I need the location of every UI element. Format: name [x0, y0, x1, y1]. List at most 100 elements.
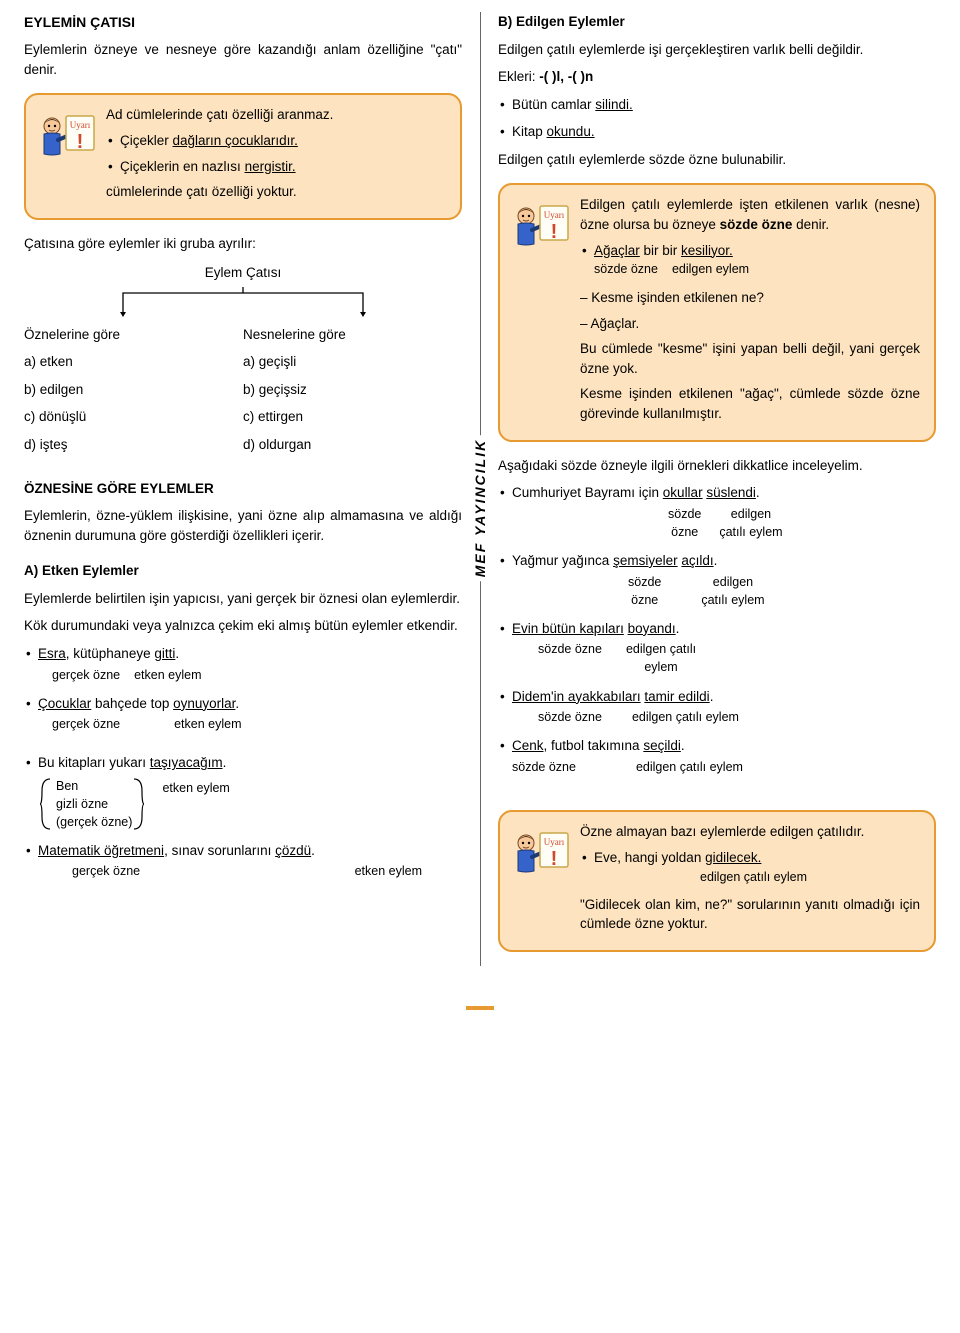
right-ex4-anno: sözde özne edilgen çatılı eylem — [498, 708, 936, 726]
brace-group: Ben gizli özne (gerçek özne) — [40, 777, 132, 831]
warning-box-3: Özne almayan bazı eylemlerde edilgen çat… — [498, 810, 936, 952]
warn2-q2: – Ağaçlar. — [580, 314, 920, 334]
colB-head: Nesnelerine göre — [243, 325, 462, 345]
publisher-watermark: MEF YAYINCILIK — [470, 435, 490, 581]
right-ex5-anno: sözde özne edilgen çatılı eylem — [498, 758, 936, 776]
anno-col: edilgen çatılı eylem — [626, 640, 696, 676]
colA-b: b) edilgen — [24, 380, 243, 400]
left-ex2-anno: gerçek özne etken eylem — [24, 715, 462, 733]
anno-label: sözde özne — [538, 640, 602, 676]
page: MEF YAYINCILIK EYLEMİN ÇATISI Eylemlerin… — [24, 12, 936, 966]
anno-label: etken eylem — [134, 666, 201, 684]
two-column-list: Öznelerine göre a) etken b) edilgen c) d… — [24, 325, 462, 463]
anno-label: sözde özne — [512, 758, 576, 776]
a-p2: Kök durumundaki veya yalnızca çekim eki … — [24, 616, 462, 636]
colA-a: a) etken — [24, 352, 243, 372]
tree-diagram: Eylem Çatısı — [24, 263, 462, 319]
anno-label: edilgen çatılı eylem — [632, 708, 739, 726]
left-ex1: Esra, kütüphaneye gitti. — [24, 644, 462, 664]
warn3-anno: edilgen çatılı eylem — [580, 867, 920, 887]
uyari-icon — [508, 193, 572, 257]
b-p2: Edilgen çatılı eylemlerde sözde özne bul… — [498, 150, 936, 170]
main-title: EYLEMİN ÇATISI — [24, 12, 462, 32]
warning-box-1: Ad cümlelerinde çatı özelliği aranmaz. Ç… — [24, 93, 462, 219]
anno-label: edilgen eylem — [672, 260, 749, 278]
anno-col: edilgen çatılı eylem — [719, 505, 782, 541]
tree-branches-icon — [93, 285, 393, 319]
right-ex4: Didem'in ayakkabıları tamir edildi. — [498, 687, 936, 707]
warn2-anno: sözde özne edilgen eylem — [580, 260, 920, 278]
left-ex1-anno: gerçek özne etken eylem — [24, 666, 462, 684]
left-ex4: Matematik öğretmeni, sınav sorunlarını ç… — [24, 841, 462, 861]
b-p1: Edilgen çatılı eylemlerde işi gerçekleşt… — [498, 40, 936, 60]
footer-accent-bar — [466, 1006, 494, 1010]
right-ex3-anno: sözde özne edilgen çatılı eylem — [498, 640, 936, 676]
warn2-p2: Bu cümlede "kesme" işini yapan belli değ… — [580, 339, 920, 378]
warn1-line2: Çiçekler dağların çocuklarıdır. — [106, 131, 446, 151]
warning-box-2: Edilgen çatılı eylemlerde işten etkilene… — [498, 183, 936, 441]
warn2-l1: Ağaçlar bir bir kesiliyor. — [580, 241, 920, 261]
intro-paragraph: Eylemlerin özneye ve nesneye göre kazand… — [24, 40, 462, 79]
anno-label: gerçek özne — [52, 715, 120, 733]
colB-a: a) geçişli — [243, 352, 462, 372]
brace-icon — [40, 777, 52, 831]
colB-d: d) oldurgan — [243, 435, 462, 455]
warn2-p1: Edilgen çatılı eylemlerde işten etkilene… — [580, 195, 920, 234]
warn2-p3: Kesme işinden etkilenen "ağaç", cümlede … — [580, 384, 920, 423]
colA-c: c) dönüşlü — [24, 407, 243, 427]
anno-label: edilgen çatılı eylem — [636, 758, 743, 776]
anno-label: etken eylem — [162, 777, 229, 831]
warn1-line3: Çiçeklerin en nazlısı nergistir. — [106, 157, 446, 177]
anno-label: edilgen çatılı eylem — [700, 870, 807, 884]
anno-label: (gerçek özne) — [56, 813, 132, 831]
group-intro: Çatısına göre eylemler iki gruba ayrılır… — [24, 234, 462, 254]
uyari-icon — [34, 103, 98, 167]
anno-label: sözde özne — [594, 260, 658, 278]
tree-root-label: Eylem Çatısı — [24, 263, 462, 283]
right-ex3: Evin bütün kapıları boyandı. — [498, 619, 936, 639]
after-warn2: Aşağıdaki sözde özneyle ilgili örnekleri… — [498, 456, 936, 476]
right-column: B) Edilgen Eylemler Edilgen çatılı eylem… — [498, 12, 936, 966]
warn3-p1: Özne almayan bazı eylemlerde edilgen çat… — [580, 822, 920, 842]
right-ex2-anno: sözde özne edilgen çatılı eylem — [498, 573, 936, 609]
warn2-q1: – Kesme işinden etkilenen ne? — [580, 288, 920, 308]
warn1-line4: cümlelerinde çatı özelliği yoktur. — [106, 182, 446, 202]
ozne-head: ÖZNESİNE GÖRE EYLEMLER — [24, 479, 462, 499]
left-column: EYLEMİN ÇATISI Eylemlerin özneye ve nesn… — [24, 12, 462, 966]
anno-col: sözde özne — [628, 573, 661, 609]
b-l1: Bütün camlar silindi. — [498, 95, 936, 115]
left-ex3: Bu kitapları yukarı taşıyacağım. — [24, 753, 462, 773]
anno-col: sözde özne — [668, 505, 701, 541]
left-ex4-anno: gerçek özne etken eylem — [24, 862, 462, 880]
colA-head: Öznelerine göre — [24, 325, 243, 345]
warn3-p2: "Gidilecek olan kim, ne?" sorularının ya… — [580, 895, 920, 934]
b-l2: Kitap okundu. — [498, 122, 936, 142]
colA-d: d) işteş — [24, 435, 243, 455]
a-head: A) Etken Eylemler — [24, 561, 462, 581]
b-ek: Ekleri: -( )l, -( )n — [498, 67, 936, 87]
right-ex2: Yağmur yağınca şemsiyeler açıldı. — [498, 551, 936, 571]
anno-label: gerçek özne — [72, 862, 140, 880]
anno-label: Ben — [56, 777, 132, 795]
col-ozne: Öznelerine göre a) etken b) edilgen c) d… — [24, 325, 243, 463]
a-p1: Eylemlerde belirtilen işin yapıcısı, yan… — [24, 589, 462, 609]
colB-c: c) ettirgen — [243, 407, 462, 427]
anno-label: gizli özne — [56, 795, 132, 813]
anno-label: etken eylem — [174, 715, 241, 733]
left-ex3-anno: Ben gizli özne (gerçek özne) etken eylem — [24, 777, 462, 831]
anno-label: etken eylem — [355, 862, 422, 880]
warn3-l1: Eve, hangi yoldan gidilecek. — [580, 848, 920, 868]
uyari-icon — [508, 820, 572, 884]
col-nesne: Nesnelerine göre a) geçişli b) geçişsiz … — [243, 325, 462, 463]
right-ex1: Cumhuriyet Bayramı için okullar süslendi… — [498, 483, 936, 503]
brace-icon — [132, 777, 144, 831]
left-ex2: Çocuklar bahçede top oynuyorlar. — [24, 694, 462, 714]
colB-b: b) geçişsiz — [243, 380, 462, 400]
anno-label: sözde özne — [538, 708, 602, 726]
ozne-paragraph: Eylemlerin, özne-yüklem ilişkisine, yani… — [24, 506, 462, 545]
right-ex5: Cenk, futbol takımına seçildi. — [498, 736, 936, 756]
anno-col: edilgen çatılı eylem — [701, 573, 764, 609]
anno-label: gerçek özne — [52, 666, 120, 684]
b-head: B) Edilgen Eylemler — [498, 12, 936, 32]
warn1-line1: Ad cümlelerinde çatı özelliği aranmaz. — [106, 105, 446, 125]
